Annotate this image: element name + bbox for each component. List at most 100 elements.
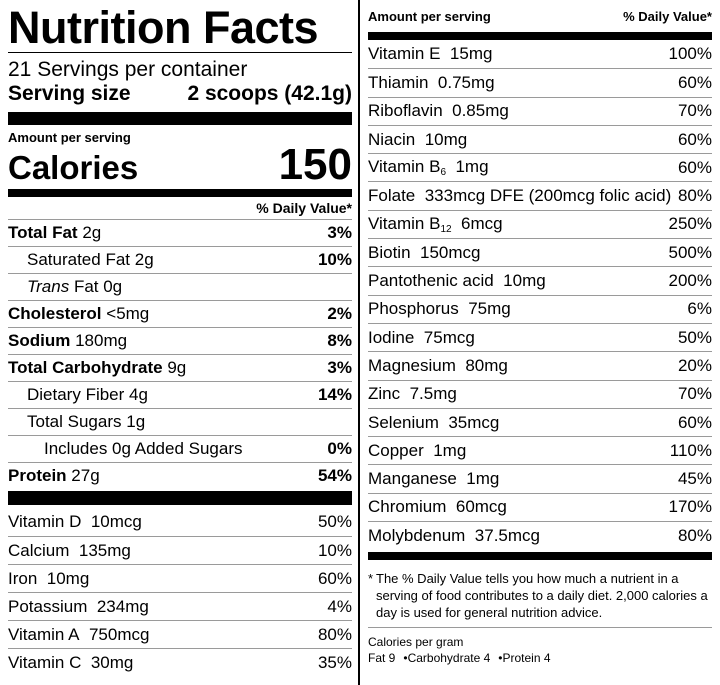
footnote-text: The % Daily Value tells you how much a n… xyxy=(376,571,708,621)
vitamin-dv: 50% xyxy=(317,512,352,531)
vitamin-row: Manganese 1mg 45% xyxy=(368,464,712,492)
vitamin-name: Copper xyxy=(368,440,424,460)
vitamin-row: Thiamin 0.75mg 60% xyxy=(368,68,712,96)
vitamin-name: Folate xyxy=(368,186,416,206)
cpg-fat: Fat 9 xyxy=(368,651,396,666)
vitamin-dv: 80% xyxy=(317,624,352,644)
nutrient-name: Protein xyxy=(8,466,67,485)
calories-per-gram-label: Calories per gram xyxy=(368,635,464,650)
cpg-protein: Protein 4 xyxy=(502,651,551,666)
nutrient-dv: 8% xyxy=(327,331,352,350)
nutrient-list: Total Fat 2g 3% Saturated Fat 2g 10% Tra… xyxy=(8,219,352,489)
vitamin-amount: 10mg xyxy=(503,271,546,291)
nutrient-dv: 10% xyxy=(317,250,352,269)
thick-divider xyxy=(8,189,352,197)
serving-size-value: 2 scoops (42.1g) xyxy=(187,82,352,105)
nutrition-facts-left-panel: Nutrition Facts 21 Servings per containe… xyxy=(8,0,360,685)
cpg-carbohydrate: Carbohydrate 4 xyxy=(407,651,491,666)
nutrient-dv: 2% xyxy=(327,304,352,323)
vitamin-row: Chromium 60mcg 170% xyxy=(368,492,712,521)
vitamin-row-potassium: Potassium 234mg 4% xyxy=(8,592,352,620)
vitamin-name: Vitamin E xyxy=(368,44,441,64)
vitamin-row: Magnesium 80mg 20% xyxy=(368,351,712,379)
vitamin-list-right: Vitamin E 15mg 100% Thiamin 0.75mg 60% Ribof… xyxy=(368,40,712,549)
vitamin-row: Vitamin B6 1mg 60% xyxy=(368,153,712,181)
nutrient-amount: 4g xyxy=(129,385,148,404)
vitamin-amount: 10mg xyxy=(424,129,468,149)
vitamin-name: Vitamin B xyxy=(368,157,441,177)
vitamin-name: Potassium xyxy=(8,596,88,616)
nutrient-row-saturated-fat: Saturated Fat 2g 10% xyxy=(8,246,352,273)
vitamin-dv: 60% xyxy=(677,72,712,92)
vitamin-dv: 4% xyxy=(327,596,352,616)
vitamin-name: Iodine xyxy=(368,327,415,347)
nutrient-amount: 180mg xyxy=(75,331,128,350)
vitamin-amount: 10mcg xyxy=(90,512,142,531)
vitamin-row-vitamin-a: Vitamin A 750mcg 80% xyxy=(8,620,352,648)
nutrient-row-total-fat: Total Fat 2g 3% xyxy=(8,219,352,246)
vitamin-row-vitamin-d: Vitamin D 10mcg 50% xyxy=(8,508,352,536)
vitamin-dv: 6% xyxy=(687,299,712,319)
thick-divider xyxy=(8,491,352,505)
vitamin-name: Selenium xyxy=(368,412,439,432)
calories-per-gram-values: Fat 9 •Carbohydrate 4 •Protein 4 xyxy=(368,650,712,666)
nutrient-name: Total Sugars xyxy=(27,412,122,431)
servings-per-container: 21 Servings per container xyxy=(8,58,248,81)
vitamin-row: Folate 333mcg DFE (200mcg folic acid) 80% xyxy=(368,181,712,209)
nutrient-name: Includes 0g Added Sugars xyxy=(44,439,243,458)
vitamin-name: Biotin xyxy=(368,242,411,262)
vitamin-dv: 250% xyxy=(668,214,712,234)
nutrient-row-protein: Protein 27g 54% xyxy=(8,462,352,489)
right-header: Amount per serving % Daily Value* xyxy=(368,0,712,32)
vitamin-amount: 60mcg xyxy=(455,497,507,517)
vitamin-name: Chromium xyxy=(368,497,447,517)
vitamin-row: Niacin 10mg 60% xyxy=(368,124,712,153)
right-header-amount: Amount per serving xyxy=(368,8,491,24)
vitamin-amount: 37.5mcg xyxy=(474,525,540,545)
nutrient-amount: 9g xyxy=(167,358,187,377)
vitamin-dv: 170% xyxy=(668,497,712,517)
vitamin-dv: 35% xyxy=(317,652,352,672)
nutrient-amount: <5mg xyxy=(106,304,150,323)
serving-size-label: Serving size xyxy=(8,82,131,105)
right-header-dv: % Daily Value* xyxy=(623,8,712,24)
vitamin-dv: 110% xyxy=(669,440,712,460)
vitamin-row: Selenium 35mcg 60% xyxy=(368,407,712,436)
nutrient-amount: 2g xyxy=(82,223,102,242)
vitamin-amount: 333mcg DFE (200mcg folic acid) xyxy=(424,186,672,206)
thick-divider xyxy=(368,552,712,561)
vitamin-row: Vitamin E 15mg 100% xyxy=(368,40,712,68)
vitamin-name: Niacin xyxy=(368,129,416,149)
vitamin-subscript: 12 xyxy=(440,223,452,235)
nutrient-amount: 27g xyxy=(71,466,100,485)
vitamin-dv: 60% xyxy=(317,568,352,588)
vitamin-dv: 500% xyxy=(668,242,712,262)
vitamin-dv: 70% xyxy=(677,384,712,404)
vitamin-row: Molybdenum 37.5mcg 80% xyxy=(368,521,712,549)
nutrient-name: Total Fat xyxy=(8,223,78,242)
vitamin-dv: 60% xyxy=(677,157,712,177)
footnote-asterisk: * xyxy=(368,571,374,587)
nutrient-dv: 54% xyxy=(317,466,352,485)
vitamin-amount: 150mcg xyxy=(419,242,481,262)
vitamin-name: Phosphorus xyxy=(368,299,459,319)
vitamin-dv: 10% xyxy=(317,540,352,560)
label-title: Nutrition Facts xyxy=(8,2,319,53)
nutrition-facts-right-panel: Amount per serving % Daily Value* Vitami… xyxy=(360,0,720,685)
vitamin-amount: 80mg xyxy=(465,355,508,375)
vitamin-dv: 50% xyxy=(677,327,712,347)
nutrient-name: Trans xyxy=(27,277,70,296)
vitamin-name: Manganese xyxy=(368,469,457,489)
nutrient-name: Total Carbohydrate xyxy=(8,358,163,377)
vitamin-name: Molybdenum xyxy=(368,525,466,545)
vitamin-amount: 1mg xyxy=(466,469,500,489)
vitamin-name: Zinc xyxy=(368,384,401,404)
vitamin-name: Calcium xyxy=(8,540,70,560)
vitamin-row-iron: Iron 10mg 60% xyxy=(8,564,352,592)
nutrient-row-cholesterol: Cholesterol <5mg 2% xyxy=(8,300,352,327)
nutrient-row-trans-fat: Trans Fat 0g xyxy=(8,273,352,300)
vitamin-row: Vitamin B12 6mcg 250% xyxy=(368,209,712,238)
vitamin-amount: 6mcg xyxy=(461,213,503,233)
vitamin-dv: 60% xyxy=(677,129,712,149)
nutrient-amount: 1g xyxy=(126,412,146,431)
